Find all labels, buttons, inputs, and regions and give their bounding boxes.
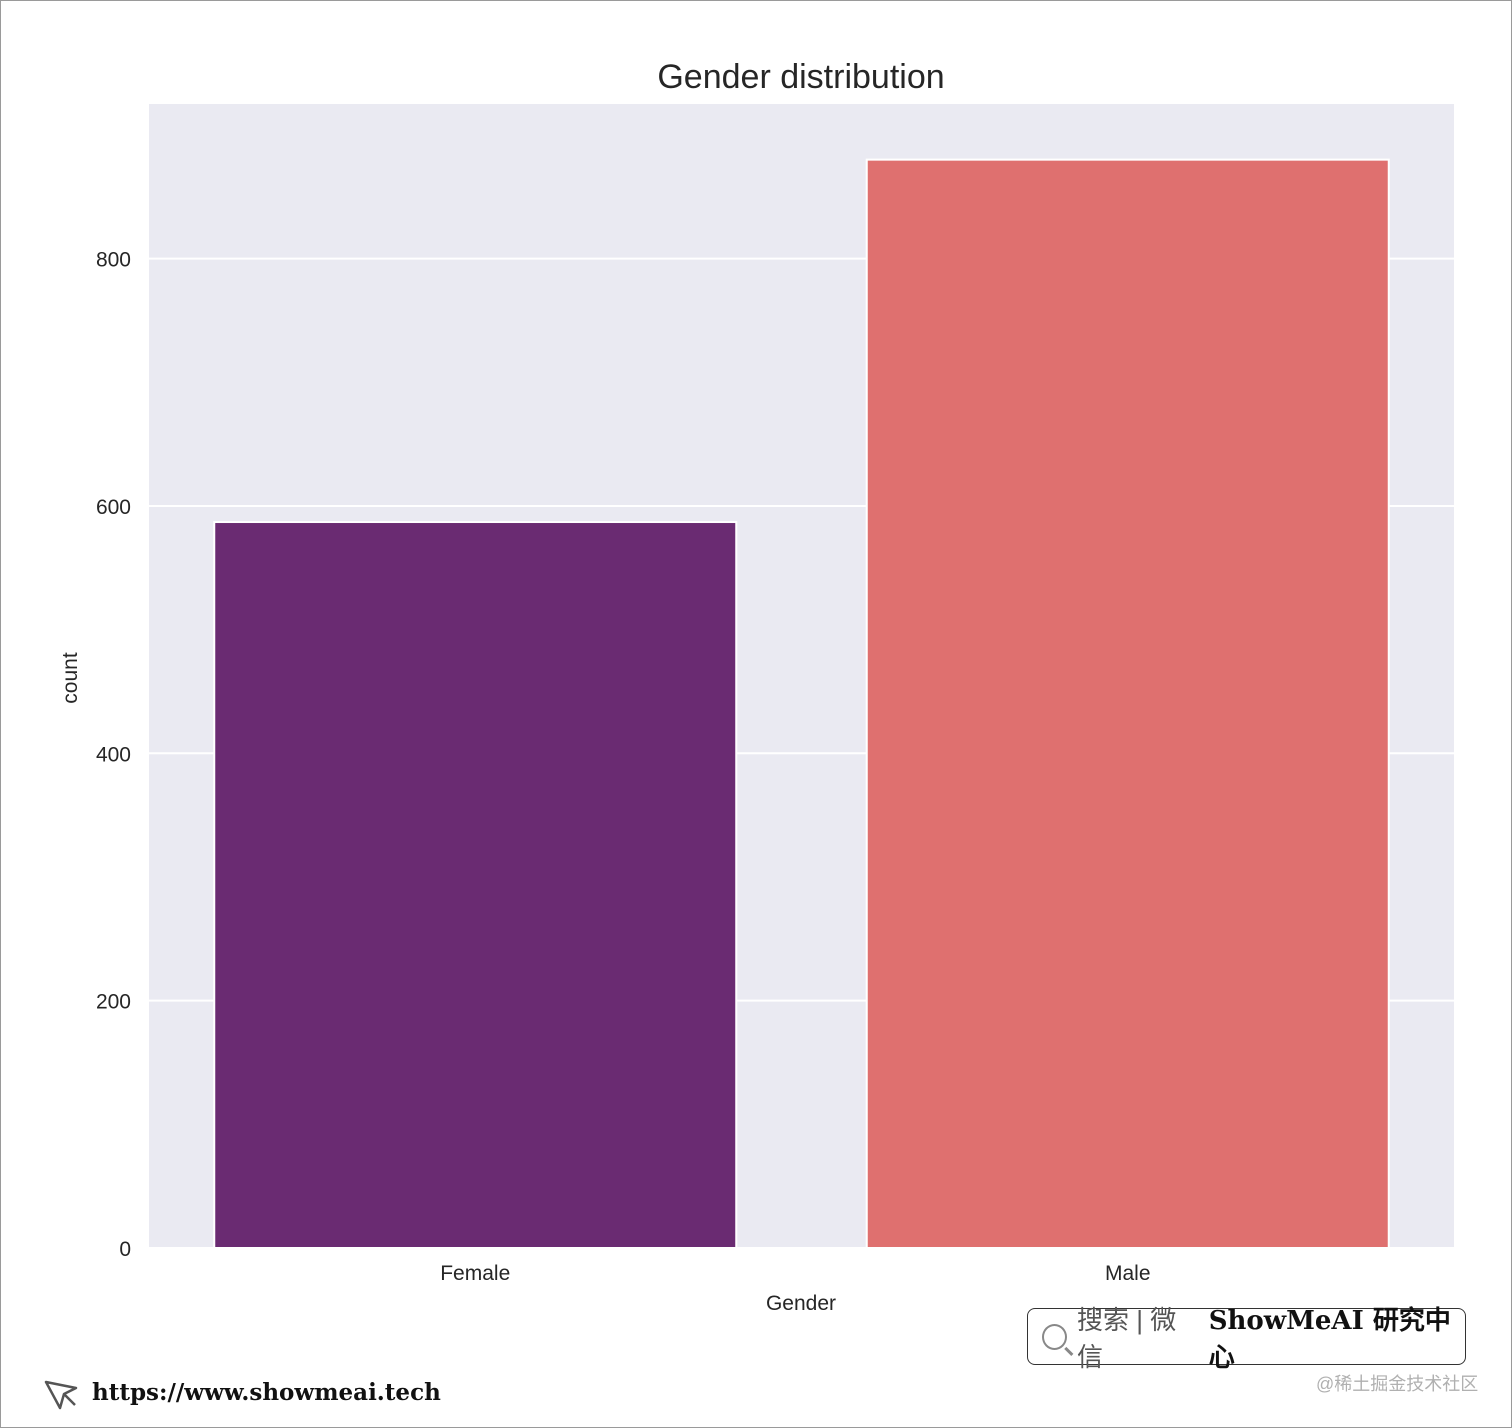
cursor-icon [44,1380,78,1410]
x-axis-label: Gender [766,1292,836,1315]
x-tick-labels: Female Male [440,1262,1150,1285]
y-tick-labels: 0 200 400 600 800 [96,249,131,1261]
y-tick-label: 800 [96,249,131,272]
bar-male [865,158,1390,1249]
x-tick-label: Male [1105,1262,1151,1285]
search-label: 搜索 | 微信 [1077,1304,1177,1372]
search-icon [1042,1323,1068,1350]
y-tick-label: 200 [96,991,131,1014]
brand-label: ShowMeAI 研究中心 [1208,1305,1451,1373]
y-tick-label: 600 [96,496,131,519]
y-axis-label: count [59,652,82,704]
search-badge: 搜索 | 微信 ShowMeAI 研究中心 [1027,1305,1466,1373]
site-url: https://www.showmeai.tech [92,1378,441,1406]
site-link: https://www.showmeai.tech [42,1372,441,1412]
y-tick-label: 400 [96,743,131,766]
bar-female [213,521,738,1249]
y-tick-label: 0 [119,1238,131,1261]
chart-title: Gender distribution [657,58,944,96]
bars [213,158,1390,1249]
x-tick-label: Female [440,1262,510,1285]
credit-watermark: @稀土掘金技术社区 [1316,1374,1479,1394]
